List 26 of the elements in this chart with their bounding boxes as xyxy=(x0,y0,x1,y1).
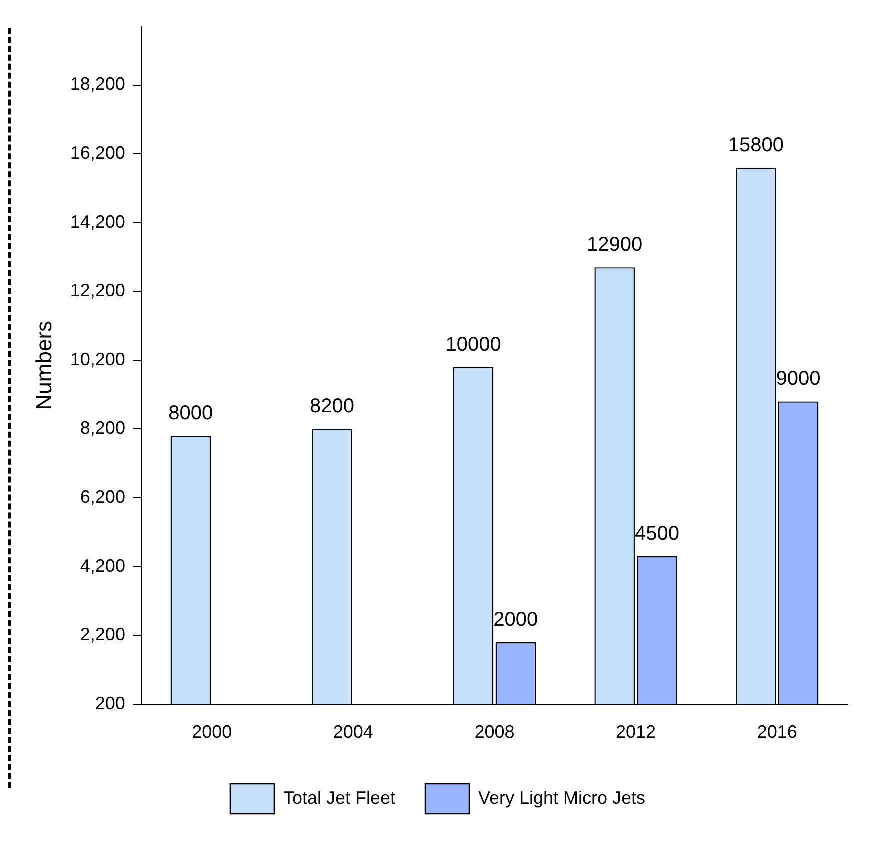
y-tick-label: 18,200 xyxy=(70,74,126,94)
data-label: 12900 xyxy=(587,234,643,256)
x-tick-label: 2000 xyxy=(192,722,232,742)
data-label: 8000 xyxy=(168,402,214,425)
data-label: 10000 xyxy=(446,334,502,356)
data-label: 9000 xyxy=(776,368,821,390)
y-tick-label: 200 xyxy=(95,693,126,714)
x-tick-label: 2012 xyxy=(616,722,656,742)
data-label: 4500 xyxy=(634,523,680,546)
y-tick-label: 8,200 xyxy=(80,418,126,438)
y-tick-label: 6,200 xyxy=(80,486,126,507)
y-tick-label: 12,200 xyxy=(70,280,126,301)
x-tick-label: 2004 xyxy=(333,722,374,742)
y-tick-label: 2,200 xyxy=(80,624,126,645)
y-tick-label: 16,200 xyxy=(70,143,126,164)
data-label: 2000 xyxy=(494,609,538,632)
data-label: 8200 xyxy=(310,396,354,418)
data-label: 15800 xyxy=(728,134,784,156)
y-tick-label: 10,200 xyxy=(70,349,126,370)
legend-label: Very Light Micro Jets xyxy=(478,788,646,808)
y-axis-title: Numbers xyxy=(31,320,56,410)
legend-label: Total Jet Fleet xyxy=(283,788,396,808)
y-tick-label: 14,200 xyxy=(70,212,126,232)
y-tick-label: 4,200 xyxy=(80,556,126,576)
x-tick-label: 2008 xyxy=(474,722,515,742)
x-tick-label: 2016 xyxy=(757,722,798,742)
